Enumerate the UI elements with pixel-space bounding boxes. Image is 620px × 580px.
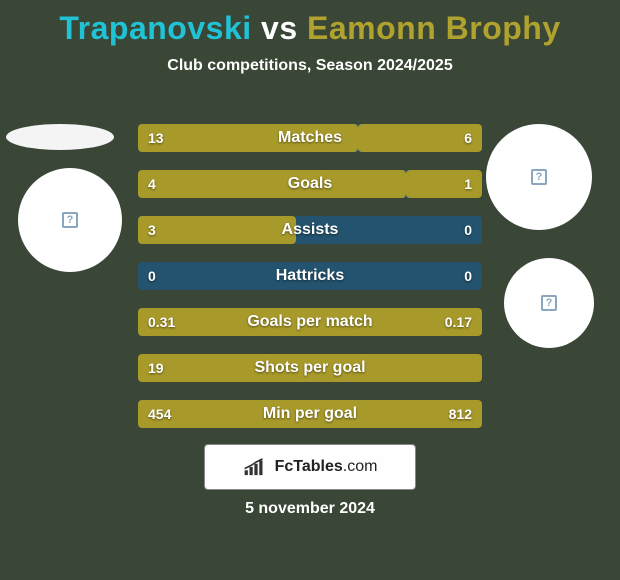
stat-row: 0.310.17Goals per match bbox=[138, 308, 482, 336]
player1-photo-ellipse bbox=[6, 124, 114, 150]
stat-row: 00Hattricks bbox=[138, 262, 482, 290]
logo-text: FcTables.com bbox=[275, 458, 378, 476]
stat-label: Assists bbox=[138, 216, 482, 244]
stat-label: Shots per goal bbox=[138, 354, 482, 382]
page-title: Trapanovski vs Eamonn Brophy bbox=[0, 0, 620, 47]
player2-photo-badge: ? bbox=[486, 124, 592, 230]
player1-name: Trapanovski bbox=[59, 10, 251, 46]
vs-separator: vs bbox=[261, 10, 298, 46]
stat-label: Hattricks bbox=[138, 262, 482, 290]
stat-label: Matches bbox=[138, 124, 482, 152]
placeholder-icon: ? bbox=[541, 295, 557, 311]
stats-container: 136Matches 41Goals 30Assists 00Hattricks 0.3… bbox=[138, 124, 482, 446]
stat-label: Min per goal bbox=[138, 400, 482, 428]
fctables-logo: FcTables.com bbox=[204, 444, 416, 490]
stat-row: 19Shots per goal bbox=[138, 354, 482, 382]
placeholder-icon: ? bbox=[531, 169, 547, 185]
stat-row: 136Matches bbox=[138, 124, 482, 152]
stat-label: Goals per match bbox=[138, 308, 482, 336]
subtitle: Club competitions, Season 2024/2025 bbox=[0, 57, 620, 75]
stat-row: 41Goals bbox=[138, 170, 482, 198]
player1-club-badge: ? bbox=[18, 168, 122, 272]
date-label: 5 november 2024 bbox=[0, 500, 620, 518]
stat-row: 454812Min per goal bbox=[138, 400, 482, 428]
logo-text-sub: .com bbox=[343, 458, 378, 475]
stat-row: 30Assists bbox=[138, 216, 482, 244]
bars-icon bbox=[243, 457, 269, 477]
placeholder-icon: ? bbox=[62, 212, 78, 228]
logo-text-strong: FcTables bbox=[275, 458, 343, 475]
player2-club-badge: ? bbox=[504, 258, 594, 348]
player2-name: Eamonn Brophy bbox=[307, 10, 561, 46]
stat-label: Goals bbox=[138, 170, 482, 198]
